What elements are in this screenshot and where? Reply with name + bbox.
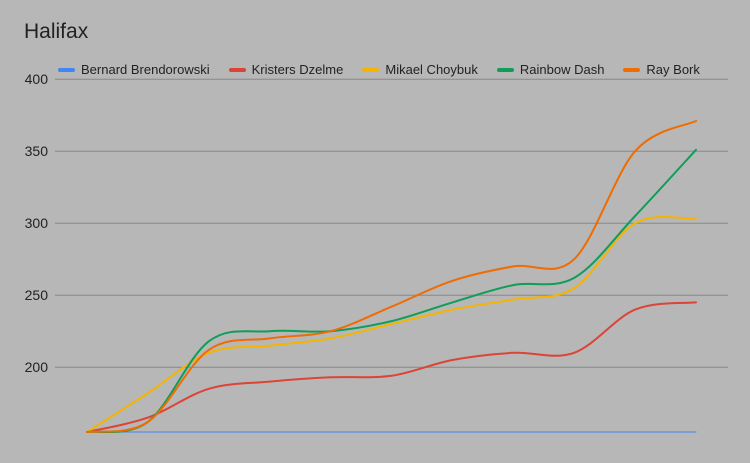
legend-item: Ray Bork	[623, 62, 700, 77]
legend-label: Bernard Brendorowski	[81, 62, 210, 77]
chart-title: Halifax	[24, 20, 89, 43]
y-tick-label: 250	[25, 287, 49, 303]
y-tick-label: 350	[25, 143, 49, 159]
legend-swatch	[623, 67, 641, 72]
legend-label: Mikael Choybuk	[385, 62, 478, 77]
legend-swatch	[228, 67, 246, 72]
series-line-kristers-dzelme	[86, 301, 697, 433]
y-tick-label: 200	[25, 359, 49, 375]
legend-label: Rainbow Dash	[519, 62, 605, 77]
y-tick-label: 400	[25, 71, 49, 87]
series-line-ray-bork	[86, 120, 697, 433]
legend-item: Rainbow Dash	[496, 62, 605, 77]
legend-label: Kristers Dzelme	[251, 62, 344, 77]
legend-swatch	[58, 67, 75, 72]
legend-swatch	[362, 67, 380, 72]
chart-legend: Bernard Brendorowski Kristers Dzelme Mikae…	[58, 62, 719, 77]
series-line-mikael-choybuk	[86, 215, 697, 433]
series-line-rainbow-dash	[86, 148, 697, 434]
legend-item: Mikael Choybuk	[362, 62, 478, 77]
legend-swatch	[496, 67, 514, 72]
legend-item: Kristers Dzelme	[228, 62, 344, 77]
legend-item: Bernard Brendorowski	[58, 62, 210, 77]
y-tick-label: 300	[25, 215, 49, 231]
legend-label: Ray Bork	[646, 62, 700, 77]
